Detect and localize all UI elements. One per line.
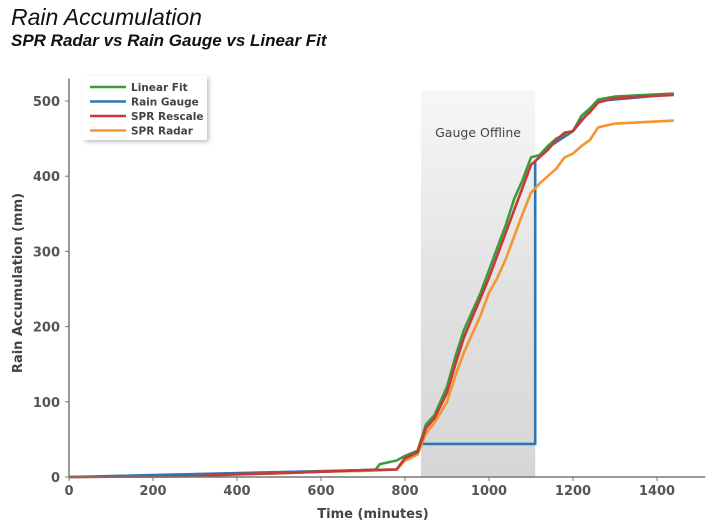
x-tick-label: 200 xyxy=(139,484,166,499)
x-tick-label: 800 xyxy=(391,484,418,499)
chart-subtitle: SPR Radar vs Rain Gauge vs Linear Fit xyxy=(11,31,327,50)
gauge-offline-label: Gauge Offline xyxy=(435,125,521,140)
y-tick-label: 200 xyxy=(33,321,60,336)
y-tick-label: 300 xyxy=(33,245,60,260)
x-axis-label: Time (minutes) xyxy=(317,507,428,522)
x-tick-label: 1400 xyxy=(639,484,675,499)
x-tick-label: 400 xyxy=(223,484,250,499)
legend-label: SPR Rescale xyxy=(131,111,204,123)
series-line-rain-gauge xyxy=(68,92,674,479)
x-tick-label: 600 xyxy=(307,484,334,499)
y-axis-label: Rain Accumulation (mm) xyxy=(11,193,26,373)
chart-title: Rain Accumulation xyxy=(11,4,202,30)
legend-label: Linear Fit xyxy=(131,82,188,94)
series-line-spr-radar xyxy=(68,119,674,479)
series-line-linear-fit xyxy=(68,92,674,479)
y-tick-label: 500 xyxy=(33,95,60,110)
y-tick-label: 400 xyxy=(33,170,60,185)
x-tick-label: 1200 xyxy=(555,484,591,499)
legend-label: Rain Gauge xyxy=(131,97,199,109)
x-tick-label: 0 xyxy=(64,484,73,499)
x-tick-label: 1000 xyxy=(471,484,507,499)
legend: Linear Fit Rain Gauge SPR Rescale SPR Radar xyxy=(83,76,207,140)
y-tick-label: 0 xyxy=(51,471,60,486)
legend-label: SPR Radar xyxy=(131,126,194,138)
y-tick-label: 100 xyxy=(33,396,60,411)
series-line-spr-rescale xyxy=(68,93,674,479)
